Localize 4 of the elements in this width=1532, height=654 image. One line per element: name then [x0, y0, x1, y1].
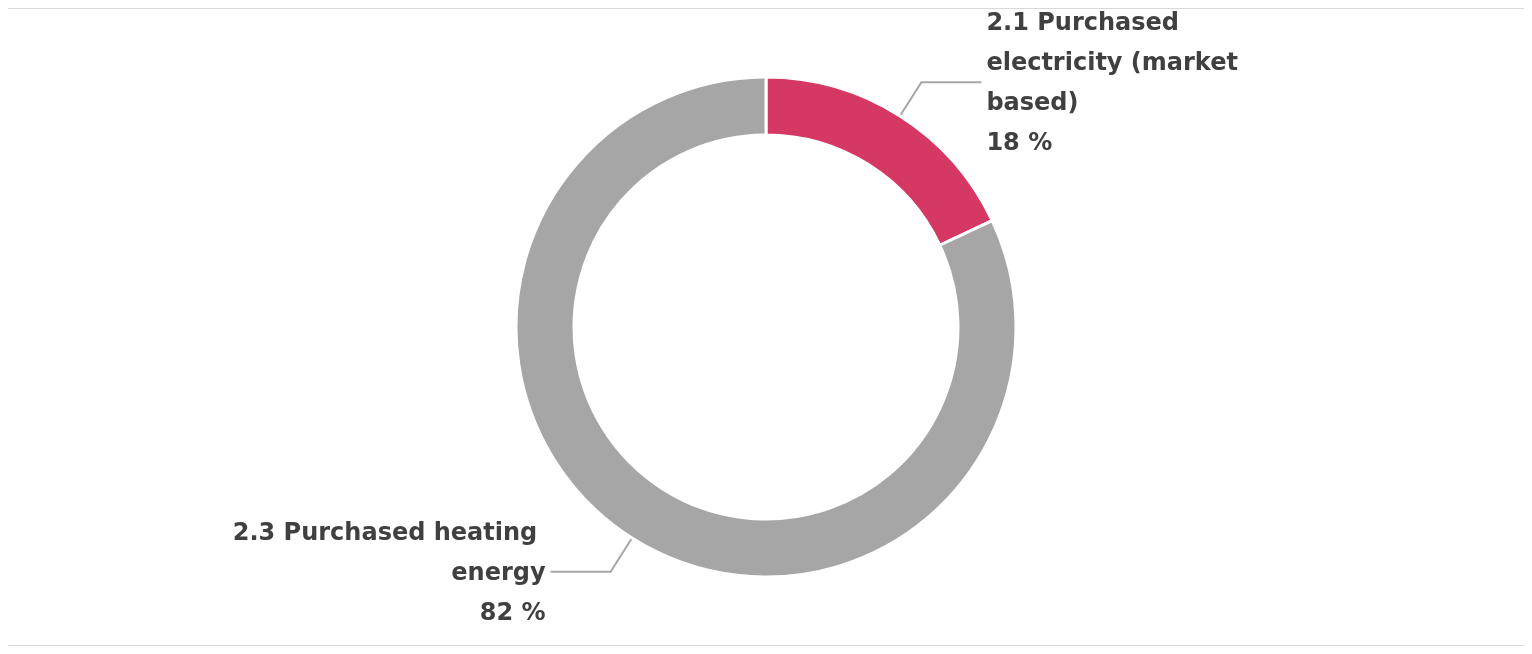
data-label: 82 %: [479, 597, 546, 626]
slice-label: 2.3 Purchased heating energy: [232, 517, 546, 586]
data-label: 18 %: [986, 128, 1053, 157]
slice-label: 2.1 Purchased electricity (market based): [986, 8, 1247, 117]
